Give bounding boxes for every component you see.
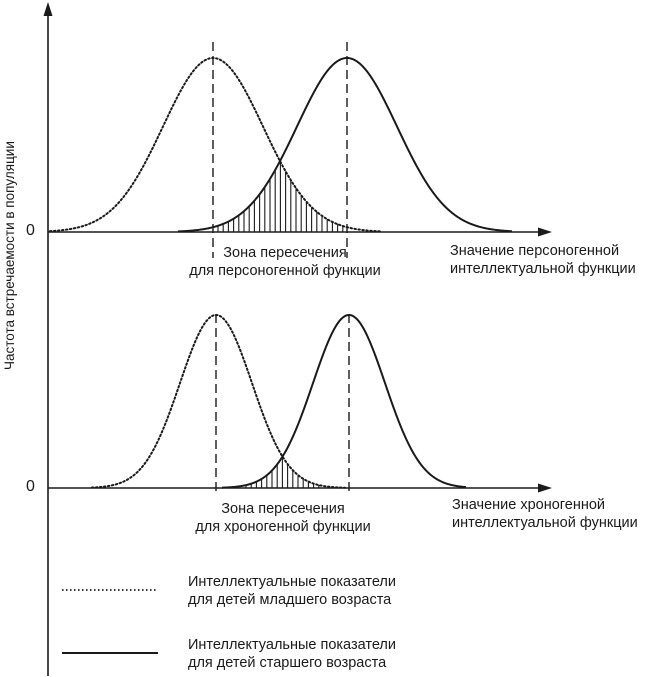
bottom-panel-overlap-hatching	[245, 456, 320, 488]
top-intersection-label: Зона пересечения для персоногенной функц…	[180, 244, 390, 280]
top-x-axis-label-line-1: Значение персоногенной	[450, 243, 620, 259]
top-x-axis-label-line-2: интеллектуальной функции	[450, 261, 636, 277]
bottom-panel-older-curve	[221, 313, 467, 489]
top-panel-older-curve	[177, 56, 513, 233]
top-intersection-label-line-1: Зона пересечения	[223, 245, 347, 261]
top-intersection-label-line-2: для персоногенной функции	[189, 263, 381, 279]
bottom-intersection-label-line-1: Зона пересечения	[221, 501, 345, 517]
legend-item-older-line-1: Интеллектуальные показатели	[188, 637, 396, 653]
y-axis-arrow	[43, 2, 53, 16]
top-panel	[49, 42, 513, 258]
top-panel-younger-curve	[49, 56, 381, 233]
bottom-panel	[91, 313, 467, 492]
legend-item-younger-line-1: Интеллектуальные показатели	[188, 574, 396, 590]
bottom-x-axis-label-line-1: Значение хроногенной	[452, 497, 605, 513]
legend-item-older: Интеллектуальные показатели для детей ст…	[188, 636, 396, 672]
bottom-zero-label: 0	[26, 478, 35, 495]
legend-item-older-line-2: для детей старшего возраста	[188, 655, 387, 671]
top-panel-overlap-hatching	[217, 161, 344, 232]
bottom-x-axis-arrow	[538, 483, 552, 493]
bottom-x-axis-label-line-2: интеллектуальной функции	[452, 515, 638, 531]
bottom-panel-younger-curve	[91, 313, 346, 489]
bottom-x-axis-label: Значение хроногенной интеллектуальной фу…	[452, 496, 638, 532]
top-zero-label: 0	[26, 222, 35, 239]
bottom-intersection-label: Зона пересечения для хроногенной функции	[178, 500, 388, 536]
top-x-axis-label: Значение персоногенной интеллектуальной …	[450, 242, 636, 278]
bottom-intersection-label-line-2: для хроногенной функции	[195, 519, 371, 535]
top-x-axis-arrow	[538, 227, 552, 237]
legend-item-younger-line-2: для детей младшего возраста	[188, 592, 392, 608]
legend-item-younger: Интеллектуальные показатели для детей мл…	[188, 573, 396, 609]
y-axis-title-text: Частота встречаемости в популяции	[2, 141, 17, 370]
